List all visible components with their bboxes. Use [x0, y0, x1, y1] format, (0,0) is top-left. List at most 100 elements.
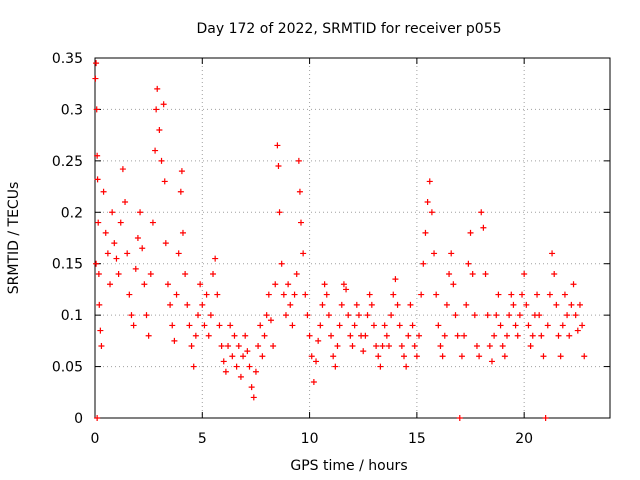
data-point	[441, 332, 448, 339]
data-point	[381, 322, 388, 329]
data-point	[259, 353, 266, 360]
data-point	[463, 301, 470, 308]
data-point	[407, 301, 414, 308]
data-point	[156, 127, 163, 133]
data-point	[220, 358, 227, 365]
data-point	[134, 235, 141, 241]
data-point	[93, 260, 100, 267]
data-point	[222, 368, 229, 375]
data-point	[132, 265, 139, 272]
data-point	[93, 60, 100, 67]
data-point	[534, 291, 541, 298]
data-point	[190, 363, 197, 370]
data-point	[529, 332, 536, 339]
data-point	[437, 343, 444, 349]
data-point	[454, 332, 461, 339]
data-point	[538, 332, 545, 339]
data-point	[353, 301, 360, 308]
data-point	[126, 291, 133, 298]
data-point	[396, 322, 403, 329]
data-point	[570, 281, 577, 288]
data-point	[210, 271, 217, 277]
data-point	[250, 394, 257, 401]
data-point	[287, 301, 294, 308]
data-point	[553, 301, 560, 308]
data-point	[267, 317, 274, 324]
data-point	[275, 163, 282, 169]
data-point	[448, 250, 455, 257]
data-point	[422, 229, 429, 236]
x-tick-label: 20	[515, 431, 533, 447]
data-point	[199, 301, 206, 308]
data-point	[491, 332, 498, 339]
data-point	[443, 301, 450, 308]
data-point	[452, 312, 459, 319]
data-point	[433, 291, 440, 298]
data-point	[495, 291, 502, 298]
data-point	[244, 348, 251, 355]
data-point	[231, 332, 238, 339]
data-point	[173, 291, 180, 298]
data-point	[195, 312, 201, 319]
data-point	[296, 188, 303, 195]
data-point	[139, 245, 146, 252]
data-point	[476, 353, 483, 360]
data-point	[416, 332, 423, 339]
data-point	[469, 271, 476, 277]
data-point	[544, 322, 551, 329]
data-point	[308, 353, 315, 360]
data-point	[235, 343, 242, 349]
data-points	[92, 60, 588, 421]
data-point	[270, 343, 277, 349]
data-point	[104, 250, 111, 257]
data-point	[186, 322, 193, 329]
data-point	[398, 343, 405, 349]
data-point	[97, 327, 104, 334]
data-point	[574, 327, 581, 334]
data-point	[315, 337, 322, 344]
data-point	[512, 322, 519, 329]
data-point	[461, 332, 468, 339]
data-point	[214, 291, 221, 298]
data-point	[411, 343, 418, 349]
axis-ticks: 0 0.05 0.1 0.15 0.2 0.25 0.3 0.35 0 5 10 15 20	[52, 51, 610, 447]
data-point	[345, 312, 352, 319]
data-point	[516, 312, 523, 319]
chart-title: Day 172 of 2022, SRMTID for receiver p05…	[196, 21, 501, 37]
x-tick-label: 15	[408, 431, 426, 447]
data-point	[93, 106, 100, 113]
data-point	[272, 281, 279, 288]
data-point	[298, 219, 304, 226]
data-point	[497, 322, 504, 329]
data-point	[330, 353, 337, 360]
data-point	[439, 353, 446, 360]
data-point	[201, 322, 208, 329]
data-point	[109, 209, 116, 216]
data-point	[154, 85, 161, 92]
grid	[95, 58, 610, 418]
data-point	[519, 291, 526, 298]
data-point	[351, 322, 358, 329]
data-point	[338, 301, 345, 308]
data-point	[304, 312, 311, 319]
data-point	[147, 271, 154, 277]
data-point	[306, 332, 313, 339]
data-point	[212, 255, 219, 262]
data-point	[428, 209, 435, 216]
data-point	[514, 332, 521, 339]
data-point	[153, 106, 160, 113]
data-point	[471, 312, 478, 319]
data-point	[373, 343, 380, 349]
data-point	[549, 250, 556, 257]
data-point	[233, 363, 240, 370]
data-point	[149, 219, 156, 226]
data-point	[418, 291, 425, 298]
data-point	[366, 291, 373, 298]
data-point	[508, 291, 515, 298]
data-point	[282, 312, 289, 319]
data-point	[564, 312, 571, 319]
data-point	[128, 312, 135, 319]
data-point	[293, 271, 300, 277]
data-point	[484, 312, 491, 319]
data-point	[493, 312, 500, 319]
